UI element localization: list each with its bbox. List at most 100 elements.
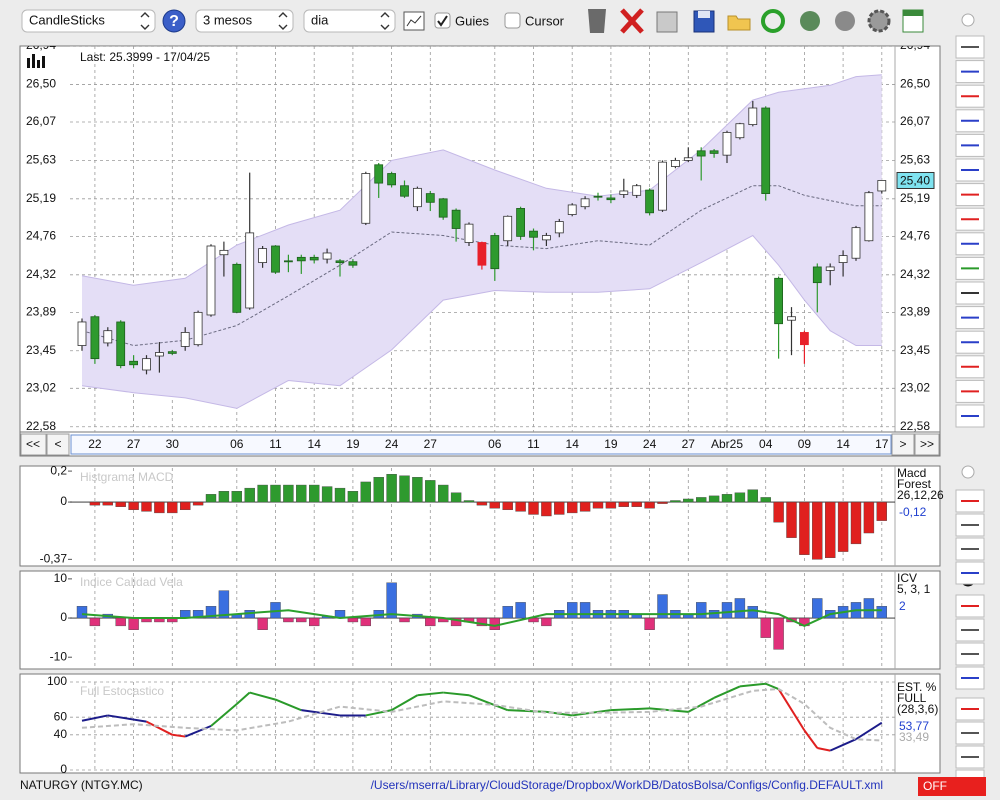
- bar: [334, 487, 346, 503]
- next-label: >: [899, 437, 906, 451]
- candle-body: [838, 255, 848, 263]
- indicator-value: 33,49: [899, 730, 929, 744]
- y-tick-label: 40: [54, 727, 68, 741]
- delete-icon[interactable]: [620, 8, 644, 34]
- bar: [115, 617, 126, 627]
- y-tick-label-right: 22,58: [900, 419, 930, 433]
- bar: [708, 495, 720, 503]
- y-tick-label: 26,50: [26, 77, 56, 91]
- bar: [657, 501, 668, 504]
- candle-body: [709, 150, 719, 154]
- bar: [567, 602, 578, 619]
- bar: [192, 610, 204, 619]
- bar: [218, 491, 230, 503]
- bar: [579, 501, 591, 512]
- bar: [631, 501, 642, 507]
- mode-label: OFF: [923, 779, 947, 793]
- config-path[interactable]: /Users/mserra/Library/CloudStorage/Dropb…: [371, 778, 883, 792]
- candle-body: [167, 351, 177, 354]
- x-tick-label: 24: [385, 437, 399, 451]
- refresh-icon[interactable]: [761, 9, 785, 33]
- candle-body: [761, 107, 771, 194]
- y-tick-label: -0,37: [40, 552, 68, 566]
- mode-badge[interactable]: [918, 777, 986, 796]
- toolbar: CandleSticks ? 3 mesos dia Guies Cursor: [21, 8, 924, 34]
- bar: [179, 501, 191, 511]
- bar: [296, 617, 307, 623]
- candle-body: [748, 107, 758, 125]
- line-segment: [417, 691, 444, 697]
- bar: [205, 494, 217, 503]
- x-tick-label: 22: [88, 437, 102, 451]
- bar: [296, 484, 307, 503]
- bar: [515, 501, 526, 512]
- cursor-checkbox[interactable]: [504, 12, 521, 29]
- period-select[interactable]: [195, 9, 294, 33]
- line-segment: [507, 709, 547, 713]
- candle-body: [658, 161, 667, 211]
- line-segment: [610, 707, 650, 712]
- bar: [696, 602, 707, 619]
- last-price-tag: [896, 171, 935, 189]
- bar: [605, 501, 617, 509]
- trash-icon[interactable]: [588, 9, 606, 33]
- bar: [760, 617, 771, 638]
- bar: [502, 501, 513, 511]
- chart-icon[interactable]: [403, 11, 425, 31]
- x-tick-label: 06: [230, 437, 244, 451]
- indicator-label: Forest: [897, 477, 932, 491]
- chart-icon-line: [406, 15, 422, 27]
- indicator-label: EST. %: [897, 680, 937, 694]
- last-button[interactable]: [914, 433, 940, 456]
- bar: [373, 477, 384, 503]
- scroll-track[interactable]: [70, 434, 892, 455]
- panel-radio[interactable]: [961, 13, 975, 27]
- line-segment: [817, 747, 831, 752]
- line-segment: [184, 725, 212, 738]
- candle-body: [335, 260, 345, 263]
- bar: [734, 492, 746, 503]
- candle-body: [619, 190, 629, 195]
- help-label: ?: [169, 13, 179, 30]
- bar: [89, 501, 101, 506]
- interval-select[interactable]: [303, 9, 396, 33]
- x-tick-label: 14: [566, 437, 580, 451]
- bar: [683, 498, 694, 503]
- panel-radio[interactable]: [961, 465, 975, 479]
- settings-icon[interactable]: [867, 9, 891, 33]
- candle-body: [787, 316, 796, 321]
- open-icon[interactable]: [727, 15, 751, 31]
- bar: [502, 606, 513, 619]
- candle-body: [438, 198, 448, 218]
- y-tick-label-right: 23,45: [900, 343, 930, 357]
- candle-body: [193, 311, 203, 346]
- x-tick-label: 04: [759, 437, 773, 451]
- sync-icon[interactable]: [800, 11, 820, 31]
- bar: [89, 617, 101, 627]
- y-tick-label: 26,94: [26, 38, 56, 52]
- candle-body: [374, 164, 384, 184]
- prev-button[interactable]: [46, 433, 70, 456]
- bar: [799, 501, 810, 555]
- bar: [618, 501, 629, 507]
- y-tick-label-right: 25,19: [900, 191, 930, 205]
- help-button[interactable]: [162, 9, 186, 33]
- guides-checkbox[interactable]: [434, 12, 451, 29]
- print-icon[interactable]: [656, 11, 678, 33]
- y-tick-label-right: 25,63: [900, 153, 930, 167]
- first-button[interactable]: [20, 433, 47, 456]
- next-button[interactable]: [891, 433, 915, 456]
- indicator-label: (28,3,6): [897, 702, 938, 716]
- x-tick-label: 27: [127, 437, 141, 451]
- panel-marks: 10 0 -10 Indice Calidad Vela: [50, 571, 895, 667]
- bar: [747, 489, 758, 503]
- currency-icon[interactable]: [835, 11, 855, 31]
- chart-type-select[interactable]: [21, 9, 156, 33]
- panel-title: Full Estocastico: [80, 684, 164, 698]
- y-tick-label: -10: [50, 649, 68, 663]
- line-segment: [275, 698, 302, 712]
- line-segment: [236, 691, 251, 705]
- candle-body: [774, 277, 783, 325]
- bar: [489, 617, 500, 630]
- bar: [386, 582, 397, 619]
